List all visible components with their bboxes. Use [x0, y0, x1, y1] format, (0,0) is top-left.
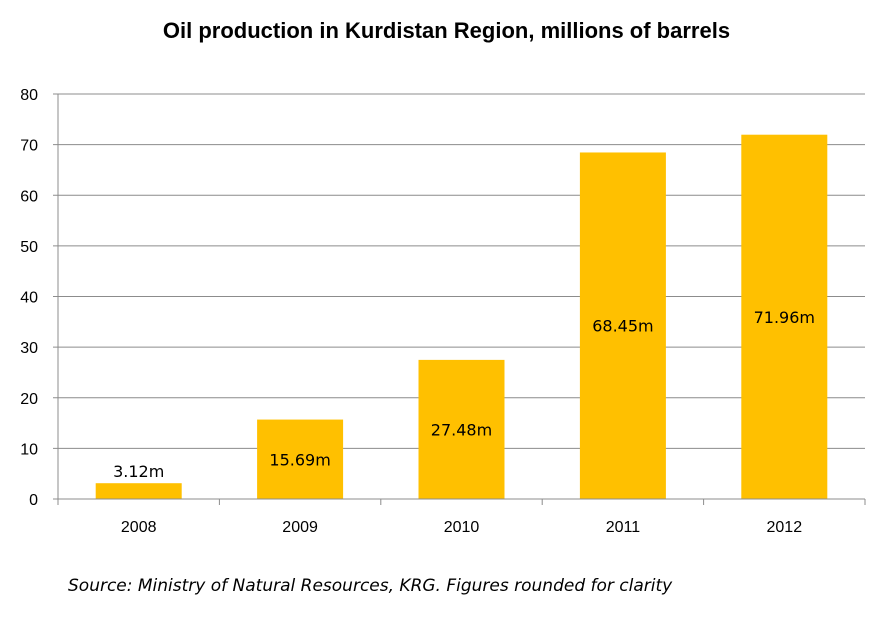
x-tick-label: 2011 [606, 519, 641, 536]
x-axis-ticks: 2008 2009 2010 2011 2012 [57, 499, 866, 536]
y-tick-label: 40 [20, 290, 38, 307]
bars [95, 134, 828, 500]
data-label-2011: 68.45m [592, 317, 653, 336]
y-tick-label: 80 [20, 87, 38, 104]
bar-2010 [418, 359, 505, 499]
x-tick-label: 2010 [444, 519, 480, 536]
y-tick-label: 30 [20, 340, 38, 357]
data-label-2012: 71.96m [754, 308, 815, 327]
source-note: Source: Ministry of Natural Resources, K… [68, 576, 673, 596]
data-label-2009: 15.69m [269, 450, 330, 469]
y-tick-label: 70 [20, 138, 38, 155]
data-labels: 3.12m 15.69m 27.48m 68.45m 71.96m [113, 308, 815, 481]
bar-2009 [257, 419, 344, 499]
data-label-2008: 3.12m [113, 462, 164, 481]
y-tick-label: 20 [20, 391, 38, 408]
bar-2012 [741, 134, 828, 499]
data-label-2010: 27.48m [431, 420, 492, 439]
y-tick-label: 0 [29, 492, 38, 509]
y-tick-label: 50 [20, 239, 38, 256]
chart-title: Oil production in Kurdistan Region, mill… [162, 18, 731, 43]
x-tick-label: 2009 [282, 519, 318, 536]
bar-2008 [95, 483, 182, 499]
bar-2011 [579, 152, 666, 500]
x-tick-label: 2008 [121, 519, 157, 536]
x-tick-label: 2012 [767, 519, 803, 536]
y-axis-ticks: 0 10 20 30 40 50 60 70 80 [20, 87, 58, 509]
y-tick-label: 60 [20, 188, 38, 205]
y-tick-label: 10 [20, 441, 38, 458]
